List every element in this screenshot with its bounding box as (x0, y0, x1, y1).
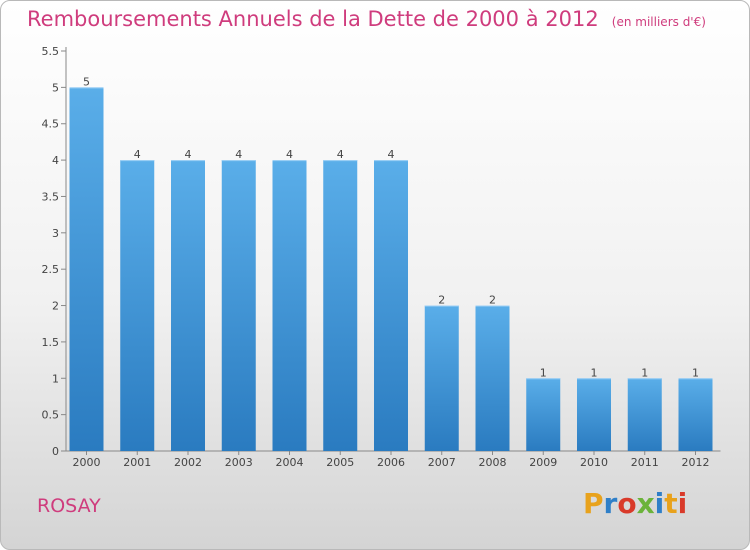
y-tick-label: 1 (52, 372, 59, 385)
commune-name: ROSAY (37, 495, 101, 517)
brand-letter: i (677, 487, 688, 520)
brand-letter: x (636, 487, 655, 520)
y-tick-label: 0 (52, 445, 59, 458)
bar-2007 (424, 305, 459, 451)
x-tick-label-2006: 2006 (377, 456, 405, 469)
data-label-2004: 4 (286, 148, 293, 161)
data-label-2006: 4 (388, 148, 395, 161)
bar-2008 (475, 305, 510, 451)
y-tick-label: 0.5 (42, 409, 60, 422)
title-row: Remboursements Annuels de la Dette de 20… (27, 7, 706, 31)
bar-2002 (171, 160, 205, 451)
brand-letter: i (654, 487, 665, 520)
chart-title: Remboursements Annuels de la Dette de 20… (27, 7, 599, 31)
x-tick-label-2004: 2004 (276, 456, 304, 469)
data-label-2001: 4 (134, 148, 141, 161)
brand-letter: o (617, 487, 637, 520)
bar-2011 (627, 378, 662, 451)
brand-logo: Proxiti (583, 487, 687, 520)
x-tick-label-2011: 2011 (631, 456, 659, 469)
brand-letter: P (583, 487, 604, 520)
data-label-2011: 1 (641, 366, 648, 379)
bar-2004 (272, 160, 307, 451)
y-tick-label: 3.5 (42, 190, 60, 203)
bar-2009 (526, 378, 561, 451)
bar-2005 (323, 160, 358, 451)
x-tick-label-2008: 2008 (479, 456, 507, 469)
data-label-2000: 5 (83, 75, 90, 88)
x-tick-label-2002: 2002 (174, 456, 202, 469)
x-tick-label-2007: 2007 (428, 456, 456, 469)
x-tick-label-2009: 2009 (529, 456, 557, 469)
y-tick-label: 2 (52, 300, 59, 313)
bar-2006 (374, 160, 408, 451)
data-label-2012: 1 (692, 366, 699, 379)
bar-2001 (120, 160, 155, 451)
bar-2003 (221, 160, 256, 451)
x-tick-label-2001: 2001 (123, 456, 151, 469)
x-tick-label-2000: 2000 (73, 456, 101, 469)
y-tick-label: 2.5 (42, 263, 60, 276)
y-tick-label: 5 (52, 81, 59, 94)
chart-unit: (en milliers d'€) (611, 15, 706, 29)
brand-letter: r (603, 487, 618, 520)
x-tick-label-2003: 2003 (225, 456, 253, 469)
data-label-2002: 4 (185, 148, 192, 161)
data-label-2008: 2 (489, 294, 496, 307)
x-tick-label-2010: 2010 (580, 456, 608, 469)
bar-2012 (678, 378, 713, 451)
x-tick-label-2012: 2012 (682, 456, 710, 469)
bar-2000 (69, 87, 104, 451)
data-label-2003: 4 (235, 148, 242, 161)
y-tick-label: 4 (52, 154, 59, 167)
y-tick-label: 5.5 (42, 45, 60, 58)
data-label-2005: 4 (337, 148, 344, 161)
brand-letter: t (664, 487, 678, 520)
y-tick-label: 3 (52, 227, 59, 240)
y-tick-label: 1.5 (42, 336, 60, 349)
data-label-2009: 1 (540, 366, 547, 379)
y-tick-label: 4.5 (42, 118, 60, 131)
bar-2010 (577, 378, 611, 451)
data-label-2007: 2 (438, 294, 445, 307)
data-label-2010: 1 (591, 366, 598, 379)
x-tick-label-2005: 2005 (326, 456, 354, 469)
